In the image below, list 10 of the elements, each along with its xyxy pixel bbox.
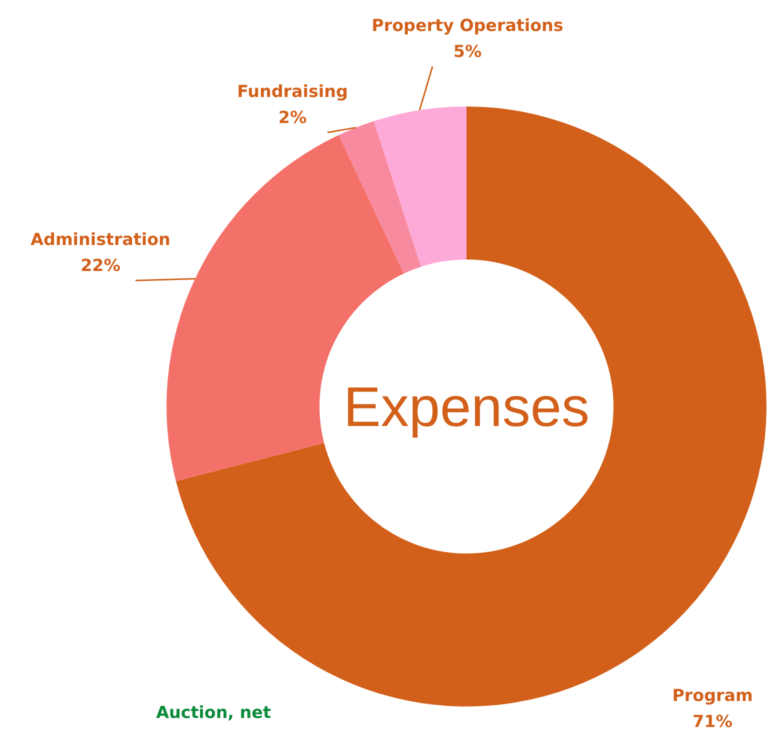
data-label: 22%	[80, 256, 121, 275]
slice-label: Program	[672, 686, 753, 706]
slice-label: Administration	[30, 230, 170, 250]
data-label: 2%	[278, 108, 307, 127]
text: Expenses	[344, 375, 590, 438]
text: Auction, net	[156, 703, 271, 722]
slice-label: Property Operations	[372, 16, 564, 36]
data-label: 71%	[692, 712, 733, 731]
data-label: 5%	[453, 42, 482, 61]
slice-label: Fundraising	[237, 82, 348, 102]
